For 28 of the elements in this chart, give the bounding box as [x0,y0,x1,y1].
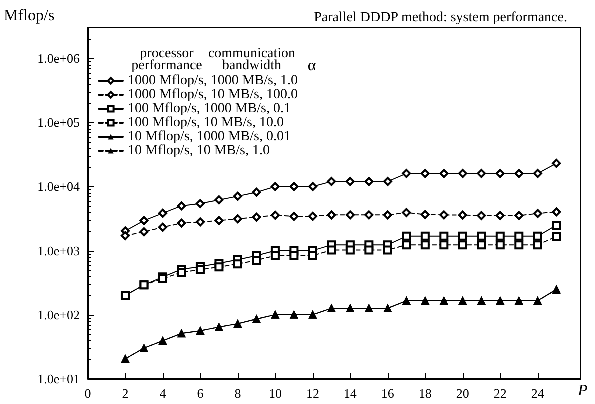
x-tick-label: 2 [122,386,129,401]
x-tick-label: 6 [197,386,204,401]
y-tick-label: 1.0e+05 [38,115,80,130]
legend-label: 1000 Mflop/s, 10 MB/s, 100.0 [128,88,298,102]
x-tick-label: 12 [306,386,320,401]
x-tick-label: 8 [234,386,242,401]
y-tick-label: 1.0e+01 [38,372,80,386]
x-tick-label: 10 [268,386,282,401]
x-tick-label: 22 [494,386,507,401]
y-tick-label: 1.0e+04 [38,179,80,194]
x-axis-title: P [577,382,588,400]
y-tick-label: 1.0e+03 [38,243,80,258]
legend-label: 10 Mflop/s, 1000 MB/s, 0.01 [128,130,291,144]
chart-title: Parallel DDDP method: system performance. [314,10,568,26]
x-tick-label: 16 [381,386,395,401]
legend-label: 10 Mflop/s, 10 MB/s, 1.0 [128,144,270,158]
legend-label: 100 Mflop/s, 1000 MB/s, 0.1 [128,102,291,116]
y-axis-title: Mflop/s [4,8,55,24]
x-tick-label: 18 [418,386,432,401]
x-tick-label: 4 [160,386,167,401]
y-tick-label: 1.0e+06 [38,51,80,66]
x-tick-label: 24 [531,386,545,401]
x-tick-label: 20 [456,386,470,401]
x-tick-label: 14 [344,386,358,401]
legend-label: 100 Mflop/s, 10 MB/s, 10.0 [128,116,284,130]
y-tick-label: 1.0e+02 [38,307,80,322]
legend-label: 1000 Mflop/s, 1000 MB/s, 1.0 [128,74,298,88]
x-tick-label: 0 [84,386,92,401]
